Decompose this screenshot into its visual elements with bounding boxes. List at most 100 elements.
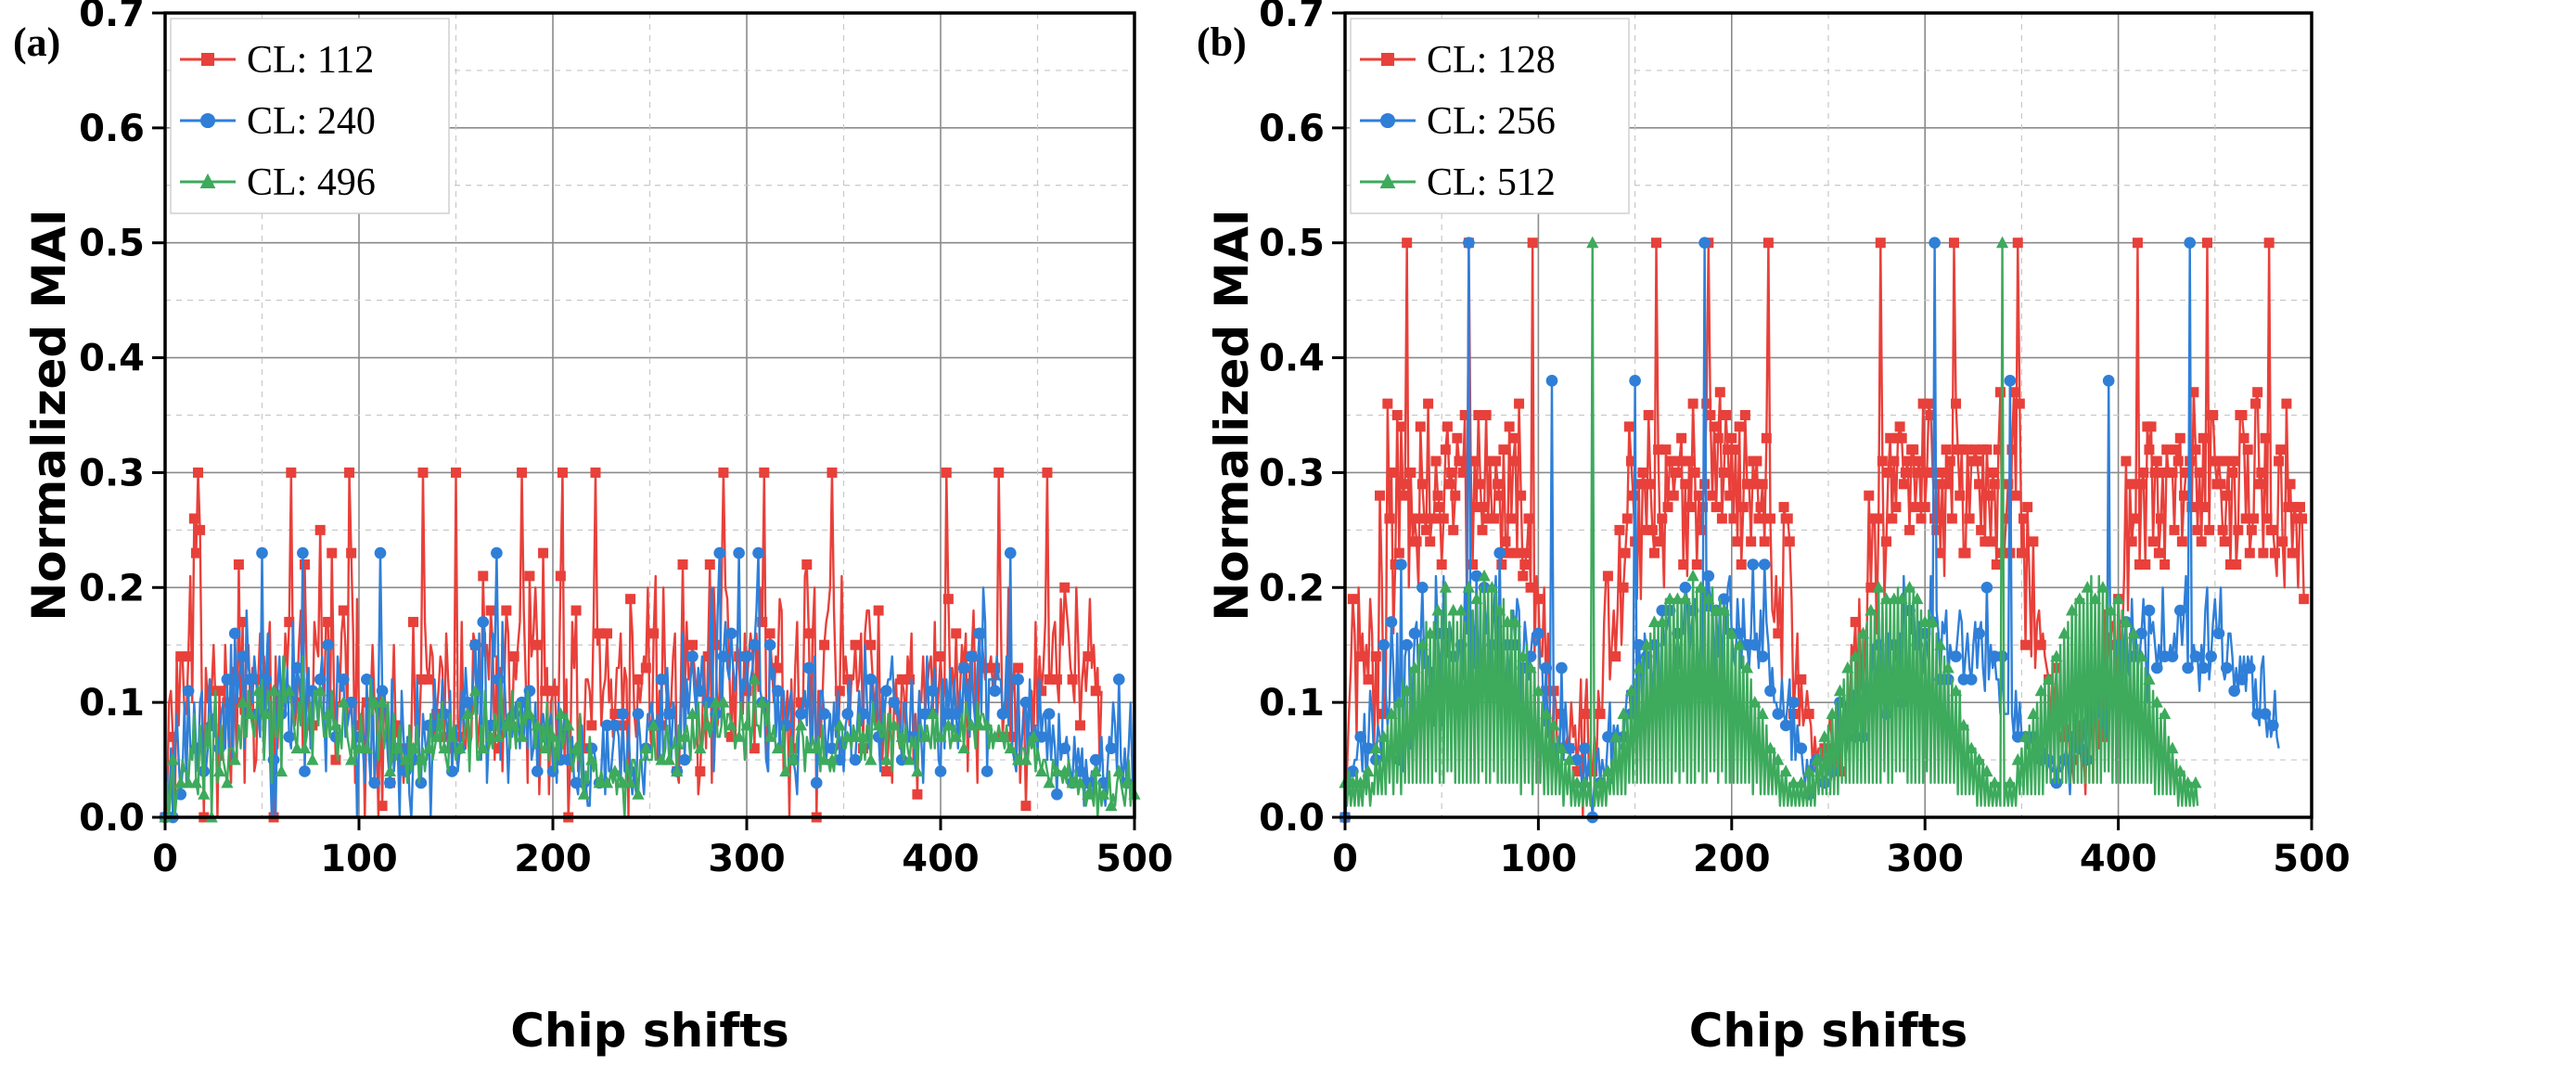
- data-point: [1944, 456, 1955, 467]
- data-point: [546, 730, 559, 742]
- data-point: [1734, 421, 1745, 432]
- data-point: [1391, 410, 1403, 420]
- data-point: [338, 605, 349, 616]
- data-point: [709, 695, 723, 708]
- data-point: [1841, 661, 1854, 674]
- data-point: [1521, 547, 1532, 558]
- data-point: [1012, 674, 1024, 686]
- data-point: [996, 730, 1009, 742]
- data-point: [1887, 513, 1898, 524]
- series-markers-1: [160, 467, 1101, 823]
- data-point: [1112, 764, 1125, 776]
- data-point: [2167, 467, 2178, 478]
- data-point: [376, 695, 389, 708]
- data-point: [2269, 547, 2280, 558]
- data-point: [1617, 707, 1630, 720]
- data-point: [771, 741, 785, 754]
- data-point: [1674, 456, 1685, 467]
- data-point: [810, 776, 823, 789]
- data-point: [2217, 524, 2228, 535]
- data-point: [1090, 686, 1101, 697]
- data-point: [2104, 603, 2117, 616]
- data-point: [417, 467, 429, 478]
- data-point: [1455, 456, 1467, 467]
- data-point: [2267, 524, 2278, 535]
- data-point: [1772, 752, 1785, 765]
- data-point: [2231, 559, 2242, 571]
- data-point: [1392, 695, 1405, 708]
- data-point: [1058, 764, 1071, 776]
- data-point: [451, 467, 461, 478]
- y-tick-label: 0.0: [1259, 797, 1325, 840]
- data-point: [1865, 582, 1877, 593]
- data-point: [1532, 684, 1544, 697]
- data-point: [1849, 649, 1862, 662]
- data-point: [1475, 479, 1486, 490]
- data-point: [2196, 536, 2207, 547]
- data-point: [980, 765, 993, 777]
- data-point: [1354, 730, 1366, 743]
- data-point: [1501, 615, 1514, 627]
- data-point: [671, 764, 684, 776]
- data-point: [918, 730, 931, 742]
- data-point: [344, 467, 355, 478]
- data-point: [718, 467, 729, 478]
- data-point: [2149, 467, 2160, 478]
- data-point: [1050, 764, 1063, 776]
- data-point: [609, 719, 622, 732]
- data-point: [865, 639, 877, 650]
- data-point: [1910, 502, 1921, 513]
- data-point: [2288, 502, 2300, 513]
- data-point: [329, 718, 342, 731]
- data-point: [321, 707, 335, 720]
- data-point: [1477, 524, 1488, 535]
- data-point: [1493, 603, 1506, 616]
- data-point: [600, 776, 614, 789]
- data-point: [756, 695, 769, 708]
- data-point: [1354, 776, 1367, 789]
- data-point: [212, 764, 226, 776]
- data-point: [416, 674, 427, 685]
- data-point: [1470, 592, 1483, 605]
- data-point: [2144, 444, 2155, 456]
- data-point: [406, 741, 420, 754]
- data-point: [1980, 581, 1993, 594]
- data-point: [2190, 444, 2201, 456]
- data-point: [741, 686, 752, 697]
- data-point: [1879, 592, 1893, 605]
- y-tick-label: 0.1: [1259, 682, 1325, 725]
- data-point: [1657, 513, 1668, 524]
- data-point: [1698, 237, 1711, 250]
- data-point: [2135, 649, 2148, 662]
- data-point: [1401, 638, 1414, 651]
- data-point: [1074, 720, 1085, 731]
- data-point: [1073, 776, 1087, 789]
- data-point: [2285, 479, 2296, 490]
- data-point: [1919, 502, 1930, 513]
- data-point: [2011, 752, 2024, 765]
- data-point: [1929, 237, 1941, 250]
- data-point: [228, 752, 241, 765]
- data-point: [221, 776, 234, 789]
- data-point: [748, 673, 761, 685]
- data-point: [1718, 467, 1729, 478]
- data-point: [1717, 603, 1731, 616]
- data-point: [175, 651, 186, 662]
- data-point: [1833, 684, 1847, 697]
- data-point: [2201, 237, 2212, 249]
- data-point: [1004, 741, 1017, 754]
- data-point: [1980, 764, 1993, 776]
- data-point: [2126, 536, 2137, 547]
- data-point: [594, 628, 605, 639]
- data-point: [585, 752, 598, 765]
- data-point: [1912, 467, 1923, 478]
- legend-marker: [199, 112, 216, 129]
- data-point: [1908, 444, 1919, 456]
- data-point: [1051, 788, 1063, 801]
- data-point: [1965, 741, 1978, 754]
- data-point: [1044, 674, 1055, 685]
- data-point: [477, 741, 490, 754]
- data-point: [911, 764, 924, 776]
- data-point: [2198, 432, 2209, 443]
- data-point: [1469, 456, 1480, 467]
